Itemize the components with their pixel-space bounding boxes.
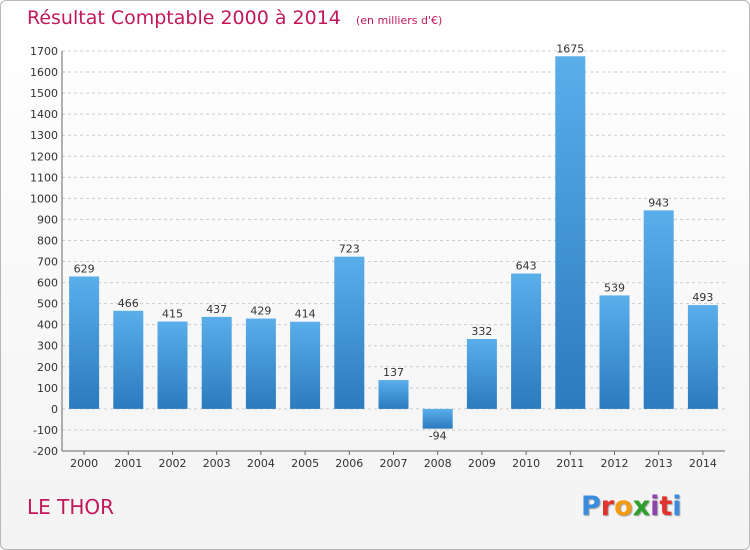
y-tick-label: 200	[37, 361, 58, 374]
y-tick-label: 1300	[30, 129, 58, 142]
bar-2012	[599, 295, 630, 409]
axes: -200 -100 0 100 200 300 400 500 600 700 800 900 1000…	[30, 45, 725, 470]
x-tick-label: 2008	[424, 457, 452, 470]
data-label-2010: 643	[516, 260, 537, 273]
y-tick-label: 1100	[30, 171, 58, 184]
x-tick-label: 2014	[689, 457, 717, 470]
data-label-2005: 414	[295, 308, 316, 321]
data-label-2002: 415	[162, 308, 183, 321]
y-tick-label: -200	[33, 445, 58, 458]
data-label-2011: 1675	[556, 42, 584, 55]
x-tick-label: 2011	[556, 457, 584, 470]
bar-2010	[511, 273, 542, 409]
x-tick-label: 2009	[468, 457, 496, 470]
data-label-2012: 539	[604, 281, 625, 294]
x-tick-label: 2002	[159, 457, 187, 470]
bar-2000	[69, 276, 100, 409]
data-label-2001: 466	[118, 297, 139, 310]
data-labels: 629 466 415 437 429 414 723 137 -94 332 643 1675 539…	[74, 42, 714, 442]
y-tick-label: 300	[37, 340, 58, 353]
y-tick-label: 1600	[30, 66, 58, 79]
y-tick-label: 400	[37, 319, 58, 332]
logo-letter: P	[581, 491, 601, 522]
bar-2001	[113, 310, 144, 409]
logo-letter: r	[600, 491, 615, 522]
y-tick-label: 500	[37, 298, 58, 311]
data-label-2000: 629	[74, 262, 95, 275]
x-tick-label: 2003	[203, 457, 231, 470]
bar-2005	[290, 321, 321, 409]
y-tick-label: 800	[37, 234, 58, 247]
commune-name: LE THOR	[27, 495, 115, 519]
y-tick-label: 1500	[30, 87, 58, 100]
x-tick-label: 2010	[512, 457, 540, 470]
chart-subtitle: (en milliers d'€)	[355, 14, 443, 27]
logo-letter: i	[672, 491, 682, 522]
y-tick-label: 600	[37, 277, 58, 290]
y-tick-label: 1400	[30, 108, 58, 121]
data-label-2013: 943	[648, 196, 669, 209]
data-label-2006: 723	[339, 243, 360, 256]
x-tick-label: 2013	[645, 457, 673, 470]
bar-2002	[157, 321, 188, 409]
y-tick-label: 1700	[30, 45, 58, 58]
x-tick-label: 2005	[291, 457, 319, 470]
bar-2011	[555, 56, 586, 409]
bar-2014	[687, 305, 718, 409]
data-label-2014: 493	[692, 291, 713, 304]
bars	[69, 56, 718, 429]
proxiti-logo: Proxiti	[581, 491, 682, 522]
x-tick-label: 2004	[247, 457, 275, 470]
y-tick-label: 0	[51, 403, 58, 416]
y-tick-label: 1200	[30, 150, 58, 163]
chart-title: Résultat Comptable 2000 à 2014	[27, 7, 341, 29]
data-label-2003: 437	[206, 303, 227, 316]
bar-2004	[245, 318, 276, 409]
x-tick-label: 2012	[601, 457, 629, 470]
logo-letter: o	[614, 491, 633, 522]
bar-2009	[466, 339, 497, 409]
x-tick-label: 2007	[380, 457, 408, 470]
data-label-2004: 429	[250, 305, 271, 318]
y-tick-label: 900	[37, 213, 58, 226]
bar-2003	[201, 316, 232, 409]
bar-2007	[378, 380, 409, 409]
y-tick-label: 100	[37, 382, 58, 395]
title-row: Résultat Comptable 2000 à 2014 (en milli…	[27, 7, 442, 29]
data-label-2008: -94	[429, 430, 447, 443]
data-label-2009: 332	[471, 325, 492, 338]
data-label-2007: 137	[383, 366, 404, 379]
x-tick-label: 2001	[114, 457, 142, 470]
logo-letter: x	[632, 491, 651, 522]
x-tick-label: 2006	[335, 457, 363, 470]
logo-letter: t	[659, 491, 673, 522]
x-tick-label: 2000	[70, 457, 98, 470]
y-tick-label: 1000	[30, 192, 58, 205]
y-tick-label: -100	[33, 424, 58, 437]
logo-letter: i	[650, 491, 660, 522]
bar-2013	[643, 210, 674, 409]
bar-2006	[334, 256, 365, 409]
bar-2008	[422, 408, 453, 429]
y-tick-label: 700	[37, 256, 58, 269]
